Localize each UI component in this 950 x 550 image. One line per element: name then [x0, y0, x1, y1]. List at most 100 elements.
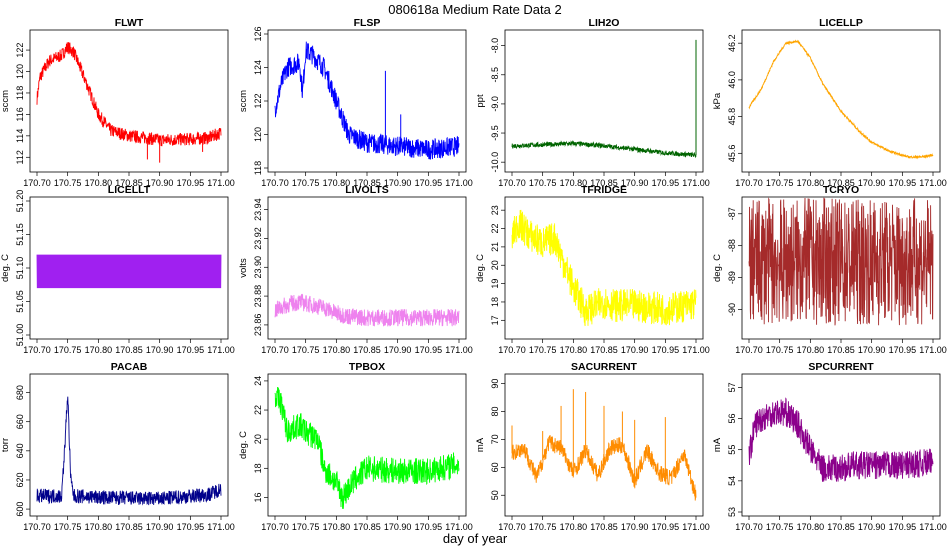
x-tick-label: 170.85: [827, 522, 855, 532]
y-tick-label: 620: [15, 472, 25, 487]
y-tick-label: 126: [253, 26, 263, 41]
panel-title: PACAB: [111, 361, 148, 373]
x-tick-label: 170.75: [766, 178, 794, 188]
y-tick-label: 51.20: [15, 190, 25, 213]
series-line: [274, 41, 460, 161]
x-tick-label: 170.70: [735, 178, 763, 188]
y-tick-label: -8.5: [490, 67, 500, 83]
x-tick-label: 170.90: [146, 522, 174, 532]
y-tick-label: 19: [490, 279, 500, 289]
y-tick-label: 600: [15, 502, 25, 517]
panel-title: SPCURRENT: [808, 361, 874, 373]
y-tick-label: 122: [253, 93, 263, 108]
series-line: [36, 254, 222, 289]
x-tick-label: 170.95: [177, 345, 205, 355]
y-tick-label: 51.15: [15, 223, 25, 246]
x-tick-label: 170.90: [621, 345, 649, 355]
x-tick-label: 170.75: [54, 345, 82, 355]
y-tick-label: 23: [490, 205, 500, 215]
panel-title: LIVOLTS: [345, 184, 389, 196]
y-tick-label: 51.00: [15, 324, 25, 347]
y-tick-label: 116: [15, 107, 25, 121]
panel-title: FLSP: [354, 17, 381, 29]
y-tick-label: 56: [727, 414, 737, 424]
x-tick-label: 170.80: [797, 345, 825, 355]
y-tick-label: 20: [253, 434, 263, 444]
x-tick-label: 170.80: [797, 178, 825, 188]
x-tick-label: 170.90: [384, 345, 412, 355]
y-tick-label: 18: [490, 297, 500, 307]
y-tick-label: 53: [727, 507, 737, 517]
x-tick-label: 170.95: [889, 522, 917, 532]
x-tick-label: 170.95: [652, 178, 680, 188]
x-tick-label: 170.90: [621, 178, 649, 188]
x-tick-label: 170.80: [560, 178, 588, 188]
x-tick-label: 171.00: [445, 345, 473, 355]
y-tick-label: 23.88: [253, 285, 263, 308]
x-tick-label: 170.80: [85, 178, 113, 188]
x-tick-label: 170.80: [85, 522, 113, 532]
x-tick-label: 171.00: [682, 345, 710, 355]
series-line: [36, 42, 222, 147]
x-tick-label: 170.80: [560, 345, 588, 355]
panel-tpbox: TPBOX 170.70 170.75 170.80 170.85 170.90 170.9…: [238, 361, 473, 532]
y-tick-label: 45.6: [727, 145, 737, 163]
x-tick-label: 170.70: [735, 522, 763, 532]
x-tick-label: 170.80: [560, 522, 588, 532]
panel-title: TFRIDGE: [581, 184, 627, 196]
x-tick-label: 170.75: [766, 345, 794, 355]
x-tick-label: 170.70: [23, 178, 51, 188]
x-tick-label: 170.70: [498, 178, 526, 188]
y-tick-label: -90: [727, 303, 737, 316]
y-tick-label: 23.86: [253, 314, 263, 337]
x-tick-label: 170.95: [415, 345, 443, 355]
series-line: [274, 386, 460, 509]
x-tick-label: 171.00: [919, 345, 947, 355]
panel-frame: [267, 373, 467, 517]
series-line: [748, 39, 934, 160]
y-tick-label: 660: [15, 414, 25, 429]
x-tick-label: 170.75: [529, 178, 557, 188]
y-tick-label: 51.05: [15, 290, 25, 313]
y-tick-label: 90: [490, 379, 500, 389]
x-tick-label: 171.00: [682, 178, 710, 188]
y-tick-label: 680: [15, 385, 25, 400]
x-tick-label: 170.80: [323, 178, 351, 188]
x-tick-label: 170.70: [498, 345, 526, 355]
y-axis-label: deg. C: [238, 431, 249, 459]
x-tick-label: 170.75: [529, 345, 557, 355]
y-axis-label: torr: [0, 438, 11, 452]
x-tick-label: 170.95: [889, 178, 917, 188]
y-axis-label: kPa: [712, 92, 723, 109]
panel-title: LICELLP: [819, 17, 863, 29]
y-axis-label: deg. C: [0, 254, 11, 282]
y-axis-label: ppt: [475, 94, 486, 108]
series-line: [511, 209, 697, 327]
x-tick-label: 170.70: [498, 522, 526, 532]
x-tick-label: 171.00: [919, 178, 947, 188]
chart-main-title: 080618a Medium Rate Data 2: [388, 2, 562, 17]
x-tick-label: 170.85: [115, 345, 143, 355]
x-tick-label: 170.80: [797, 522, 825, 532]
y-tick-label: -88: [727, 239, 737, 252]
y-axis-label: mA: [475, 437, 486, 452]
x-tick-label: 170.90: [621, 522, 649, 532]
x-tick-label: 171.00: [207, 522, 235, 532]
y-tick-label: 23.92: [253, 227, 263, 250]
panel-title: LICELLT: [108, 184, 151, 196]
y-tick-label: 60: [490, 462, 500, 472]
x-tick-label: 170.70: [261, 178, 289, 188]
y-tick-label: 22: [253, 405, 263, 415]
y-tick-label: 120: [15, 64, 25, 79]
y-axis-label: mA: [712, 437, 723, 452]
series-line: [748, 197, 934, 326]
y-axis-label: deg. C: [475, 254, 486, 282]
x-tick-label: 171.00: [919, 522, 947, 532]
panel-licellt: LICELLT 170.70 170.75 170.80 170.85 170.90 170…: [0, 184, 235, 355]
x-tick-label: 170.70: [735, 345, 763, 355]
x-tick-label: 171.00: [682, 522, 710, 532]
y-tick-label: 24: [253, 376, 263, 386]
x-tick-label: 170.95: [652, 345, 680, 355]
